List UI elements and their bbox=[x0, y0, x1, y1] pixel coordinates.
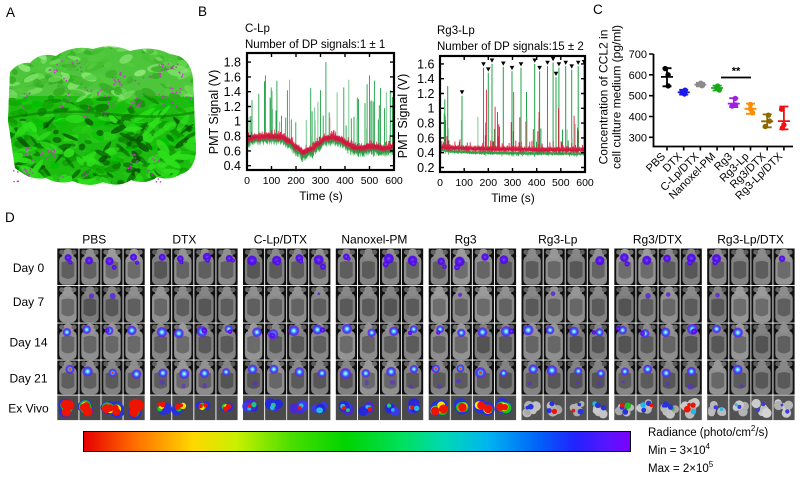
svg-text:Day 7: Day 7 bbox=[13, 295, 45, 309]
svg-text:PMT Signal (V): PMT Signal (V) bbox=[207, 70, 221, 155]
svg-text:1.4: 1.4 bbox=[417, 72, 434, 86]
svg-text:Concentration of CCL2 in: Concentration of CCL2 in bbox=[596, 30, 610, 165]
svg-text:0.4: 0.4 bbox=[417, 146, 434, 160]
svg-text:1.2: 1.2 bbox=[224, 100, 241, 114]
svg-text:400: 400 bbox=[528, 177, 546, 189]
svg-text:0: 0 bbox=[437, 177, 443, 189]
svg-text:0.8: 0.8 bbox=[224, 130, 241, 144]
svg-text:400: 400 bbox=[336, 175, 354, 187]
svg-text:0.2: 0.2 bbox=[417, 161, 434, 175]
svg-text:1.2: 1.2 bbox=[417, 87, 434, 101]
svg-text:200: 200 bbox=[287, 175, 305, 187]
svg-text:500: 500 bbox=[361, 175, 379, 187]
svg-text:300: 300 bbox=[629, 132, 647, 144]
svg-text:Ex Vivo: Ex Vivo bbox=[8, 402, 49, 416]
svg-text:0.4: 0.4 bbox=[224, 159, 241, 173]
svg-text:Rg3-Lp: Rg3-Lp bbox=[538, 233, 578, 247]
svg-text:Day 0: Day 0 bbox=[13, 261, 45, 275]
svg-text:Time (s): Time (s) bbox=[299, 189, 343, 203]
svg-text:cell culture medium (pg/ml): cell culture medium (pg/ml) bbox=[609, 25, 623, 169]
svg-text:Nanoxel-PM: Nanoxel-PM bbox=[341, 233, 407, 247]
svg-text:1: 1 bbox=[428, 102, 435, 116]
svg-text:600: 600 bbox=[629, 70, 647, 82]
svg-text:Time (s): Time (s) bbox=[491, 191, 535, 205]
svg-text:300: 300 bbox=[312, 175, 330, 187]
svg-text:500: 500 bbox=[552, 177, 570, 189]
svg-text:**: ** bbox=[732, 66, 741, 78]
svg-text:200: 200 bbox=[480, 177, 498, 189]
svg-text:Number of DP signals:1 ± 1: Number of DP signals:1 ± 1 bbox=[245, 39, 385, 51]
svg-text:PMT Signal (V): PMT Signal (V) bbox=[396, 74, 410, 159]
svg-text:300: 300 bbox=[504, 177, 522, 189]
svg-text:1.6: 1.6 bbox=[417, 57, 434, 71]
svg-text:Number of DP signals:15 ± 2: Number of DP signals:15 ± 2 bbox=[437, 41, 584, 53]
svg-text:400: 400 bbox=[629, 112, 647, 124]
svg-text:Rg3/DTX: Rg3/DTX bbox=[633, 233, 682, 247]
svg-text:1.6: 1.6 bbox=[224, 70, 241, 84]
svg-text:1: 1 bbox=[234, 115, 241, 129]
svg-text:100: 100 bbox=[263, 175, 281, 187]
svg-text:Day 14: Day 14 bbox=[9, 336, 47, 350]
svg-text:700: 700 bbox=[629, 49, 647, 61]
svg-text:1.8: 1.8 bbox=[224, 56, 241, 70]
svg-text:0.8: 0.8 bbox=[417, 117, 434, 131]
svg-text:0: 0 bbox=[244, 175, 250, 187]
svg-text:0.6: 0.6 bbox=[224, 144, 241, 158]
svg-text:Rg3-Lp: Rg3-Lp bbox=[437, 25, 475, 37]
svg-text:100: 100 bbox=[455, 177, 473, 189]
svg-text:Rg3: Rg3 bbox=[455, 233, 477, 247]
svg-text:Rg3-Lp/DTX: Rg3-Lp/DTX bbox=[717, 233, 784, 247]
svg-text:600: 600 bbox=[385, 175, 403, 187]
svg-text:PBS: PBS bbox=[82, 233, 106, 247]
svg-text:0.6: 0.6 bbox=[417, 131, 434, 145]
svg-text:1.4: 1.4 bbox=[224, 85, 241, 99]
svg-text:C-Lp: C-Lp bbox=[245, 23, 270, 35]
svg-text:500: 500 bbox=[629, 91, 647, 103]
svg-text:Day 21: Day 21 bbox=[9, 372, 47, 386]
svg-text:600: 600 bbox=[576, 177, 594, 189]
svg-text:C-Lp/DTX: C-Lp/DTX bbox=[254, 233, 307, 247]
svg-text:DTX: DTX bbox=[172, 233, 196, 247]
